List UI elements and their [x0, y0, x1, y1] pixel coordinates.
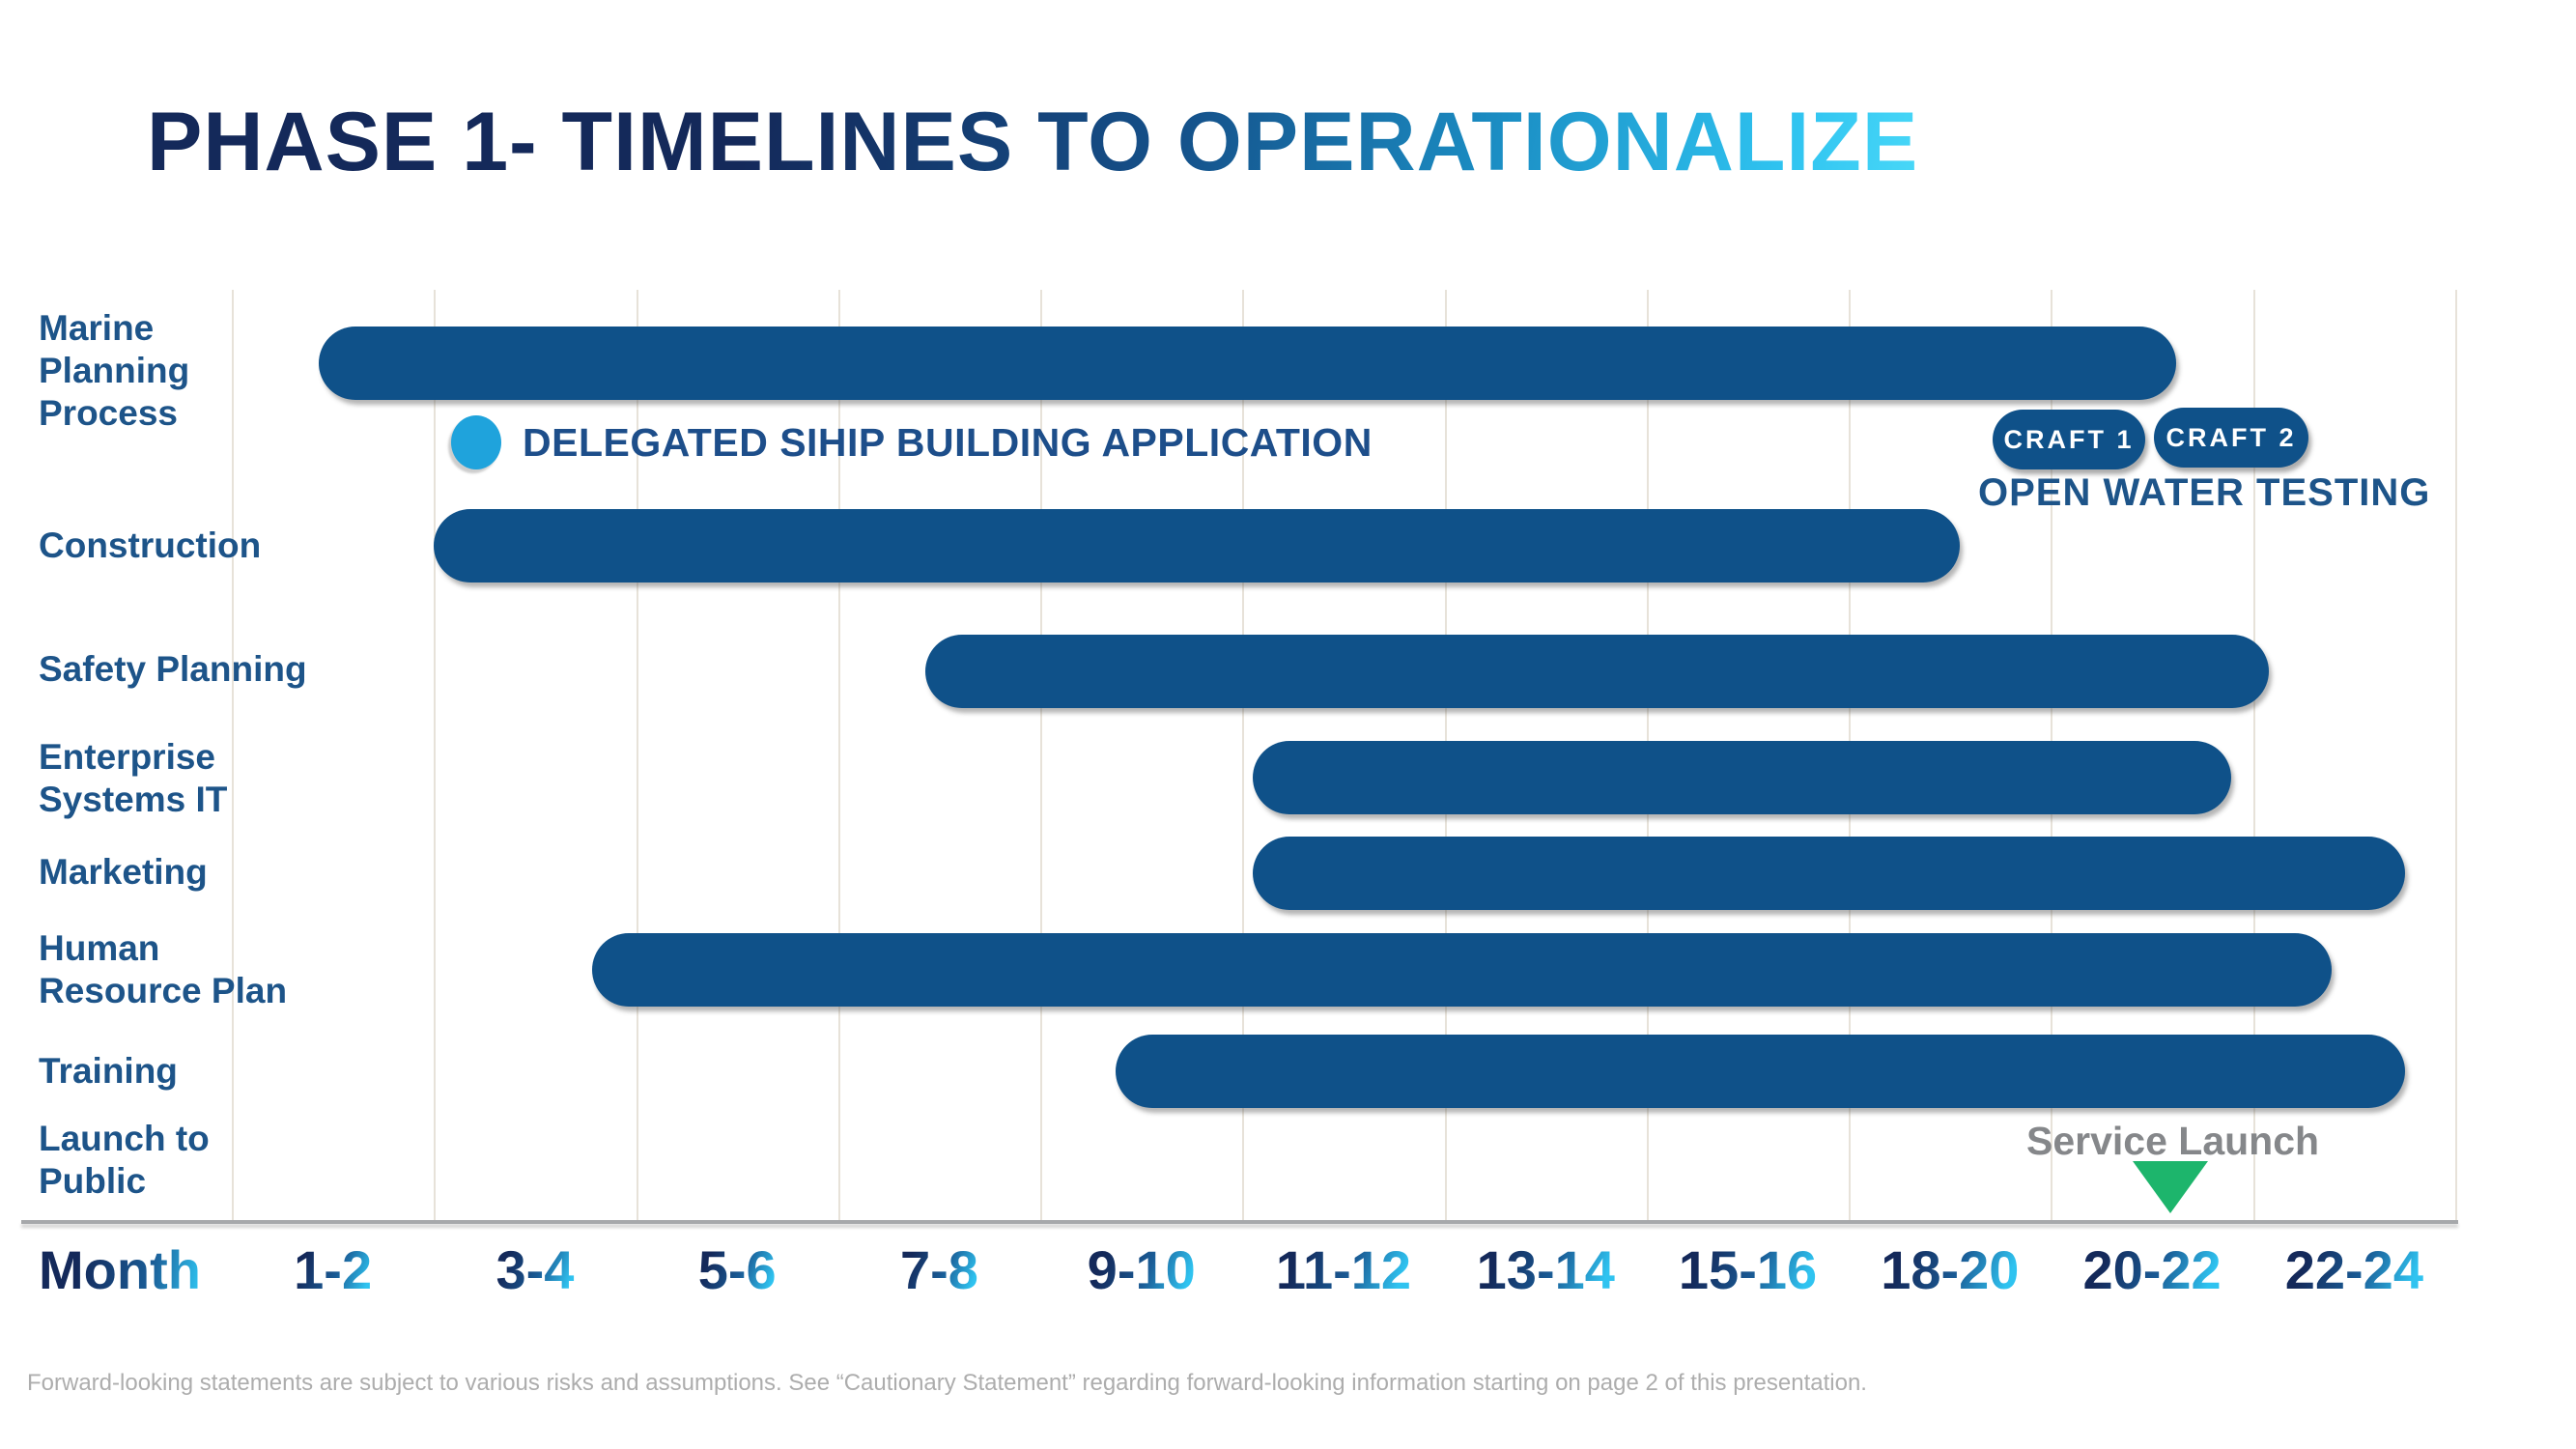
x-tick-5-6: 5-6: [697, 1239, 777, 1300]
x-tick-7-8: 7-8: [899, 1239, 978, 1300]
gridline: [636, 290, 638, 1222]
service-launch-triangle-icon: [2133, 1161, 2208, 1213]
x-tick-20-22: 20-22: [2082, 1239, 2222, 1300]
row-label-training: Training: [39, 1051, 178, 1091]
row-label-marine: Marine Planning Process: [39, 308, 190, 433]
gantt-bar-construction: [434, 509, 1961, 582]
gridline: [434, 290, 437, 1222]
x-tick-15-16: 15-16: [1678, 1239, 1818, 1300]
row-label-enterprise: Enterprise Systems IT: [39, 737, 228, 819]
craft-2-badge: CRAFT 2: [2154, 408, 2308, 468]
milestone-dot-icon: [451, 415, 501, 469]
gantt-bar-safety: [924, 635, 2270, 708]
row-label-construction: Construction: [39, 526, 262, 565]
x-axis-line: [21, 1220, 2458, 1224]
x-tick-9-10: 9-10: [1087, 1239, 1196, 1300]
milestone-label: DELEGATED SIHIP BUILDING APPLICATION: [523, 419, 1373, 465]
gantt-bar-training: [1115, 1035, 2405, 1108]
gridline: [1242, 290, 1245, 1222]
page-title: PHASE 1- TIMELINES TO OPERATIONALIZE: [147, 96, 1919, 188]
gridline: [837, 290, 840, 1222]
gantt-bar-hr: [591, 933, 2333, 1007]
gridline: [2252, 290, 2255, 1222]
x-tick-13-14: 13-14: [1476, 1239, 1615, 1300]
gridline: [2455, 290, 2457, 1222]
gantt-bar-marine: [318, 327, 2177, 400]
row-label-hr: Human Resource Plan: [39, 928, 288, 1010]
gantt-plot-area: [232, 290, 2457, 1222]
gridline: [232, 290, 234, 1222]
x-tick-22-24: 22-24: [2284, 1239, 2423, 1300]
craft-1-badge: CRAFT 1: [1993, 410, 2145, 469]
row-label-marketing: Marketing: [39, 852, 208, 892]
gridline: [1040, 290, 1043, 1222]
milestone-delegated-application: DELEGATED SIHIP BUILDING APPLICATION: [451, 415, 1373, 469]
row-label-safety: Safety Planning: [39, 649, 307, 689]
gantt-bar-enterprise: [1252, 741, 2231, 814]
x-tick-11-12: 11-12: [1275, 1239, 1412, 1300]
x-tick-1-2: 1-2: [294, 1239, 373, 1300]
x-tick-18-20: 18-20: [1881, 1239, 2020, 1300]
gantt-bar-marketing: [1252, 837, 2405, 910]
row-label-launch: Launch to Public: [39, 1119, 210, 1201]
service-launch-label: Service Launch: [2026, 1119, 2320, 1163]
disclaimer-text: Forward-looking statements are subject t…: [27, 1370, 1867, 1396]
x-tick-3-4: 3-4: [495, 1239, 575, 1300]
x-axis-title: Month: [39, 1239, 201, 1300]
open-water-testing-label: OPEN WATER TESTING: [1978, 471, 2431, 514]
